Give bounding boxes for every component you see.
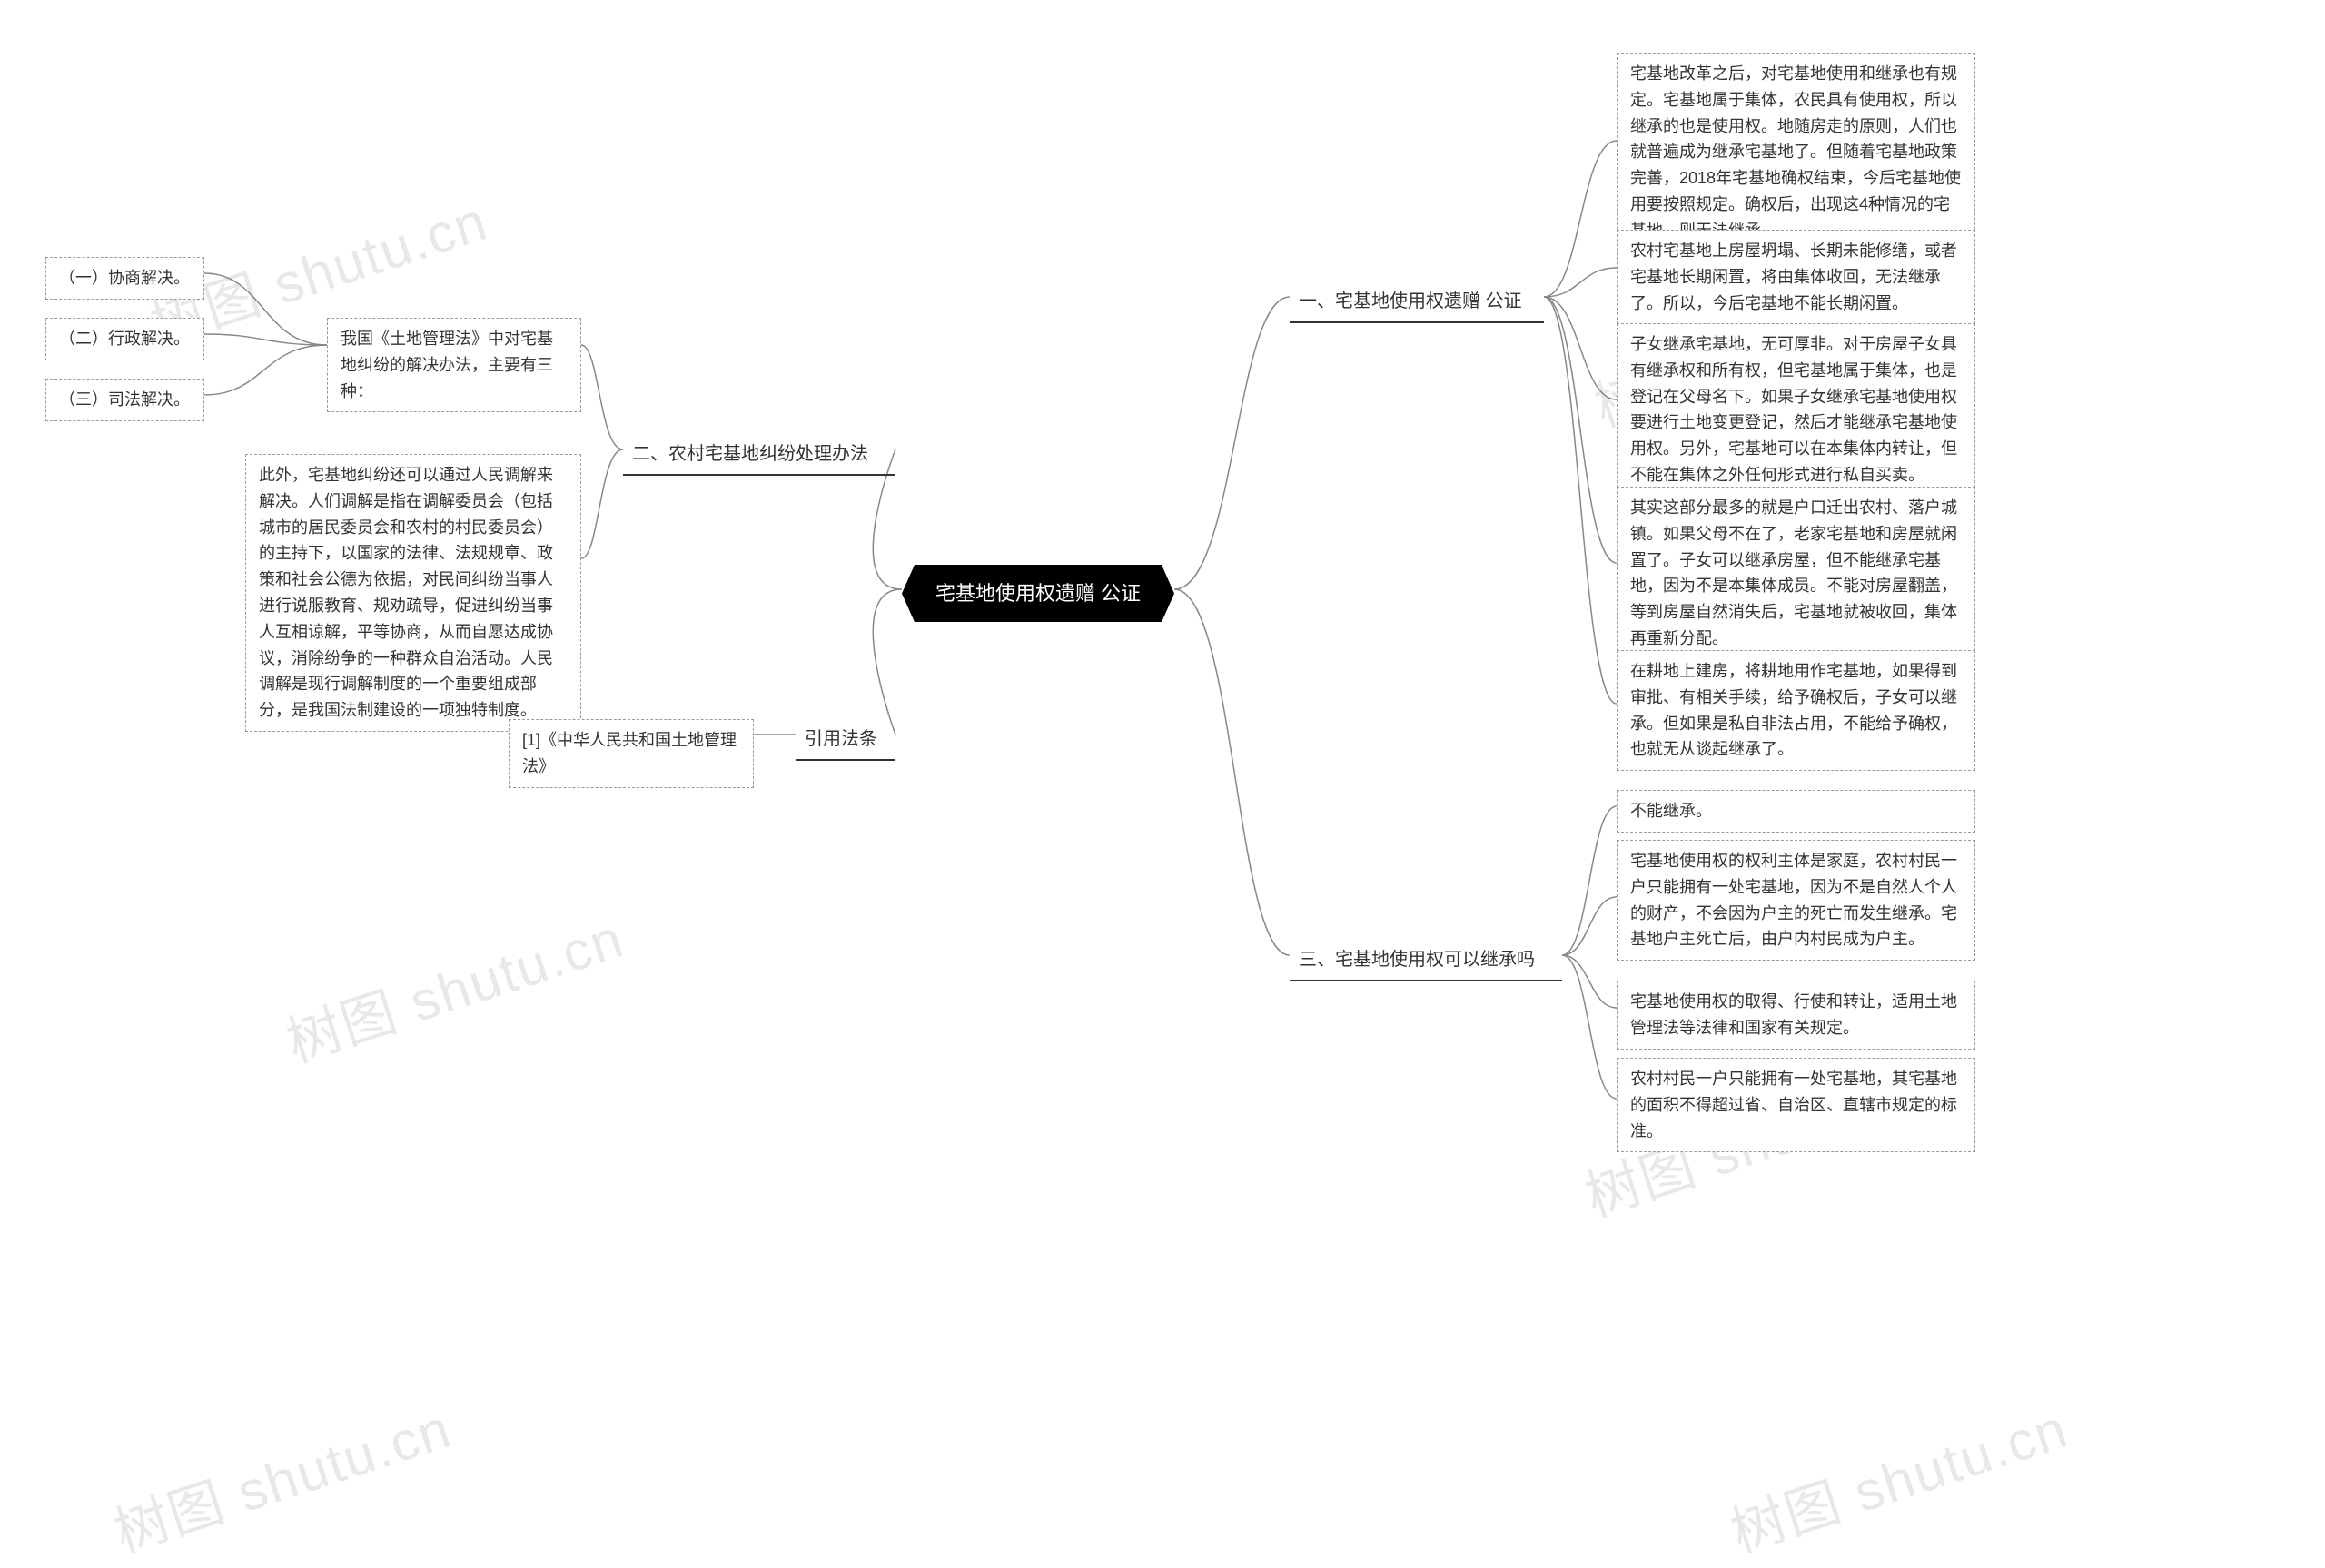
watermark: 树图 shutu.cn (103, 1385, 460, 1568)
leaf-b4-1: [1]《中华人民共和国土地管理法》 (509, 719, 754, 788)
leaf-b3-1: 不能继承。 (1617, 790, 1975, 833)
leaf-b1-2: 农村宅基地上房屋坍塌、长期未能修缮，或者宅基地长期闲置，将由集体收回，无法继承了… (1617, 230, 1975, 324)
branch-4: 引用法条 (796, 719, 895, 761)
branch-1: 一、宅基地使用权遗赠 公证 (1290, 281, 1544, 323)
leaf-b2c1-1: （一）协商解决。 (45, 257, 204, 300)
leaf-b3-3: 宅基地使用权的取得、行使和转让，适用土地管理法等法律和国家有关规定。 (1617, 981, 1975, 1050)
watermark: 树图 shutu.cn (1719, 1385, 2077, 1568)
leaf-b1-5: 在耕地上建房，将耕地用作宅基地，如果得到审批、有相关手续，给予确权后，子女可以继… (1617, 650, 1975, 771)
leaf-b1-3: 子女继承宅基地，无可厚非。对于房屋子女具有继承权和所有权，但宅基地属于集体，也是… (1617, 323, 1975, 497)
branch-3: 三、宅基地使用权可以继承吗 (1290, 940, 1562, 981)
leaf-b2c2: 此外，宅基地纠纷还可以通过人民调解来解决。人们调解是指在调解委员会（包括城市的居… (245, 454, 581, 732)
leaf-b3-2: 宅基地使用权的权利主体是家庭，农村村民一户只能拥有一处宅基地，因为不是自然人个人… (1617, 840, 1975, 961)
leaf-b2c1: 我国《土地管理法》中对宅基地纠纷的解决办法，主要有三种： (327, 318, 581, 412)
leaf-b3-4: 农村村民一户只能拥有一处宅基地，其宅基地的面积不得超过省、自治区、直辖市规定的标… (1617, 1058, 1975, 1152)
branch-2: 二、农村宅基地纠纷处理办法 (623, 434, 895, 476)
watermark: 树图 shutu.cn (275, 894, 633, 1078)
leaf-b1-4: 其实这部分最多的就是户口迁出农村、落户城镇。如果父母不在了，老家宅基地和房屋就闲… (1617, 487, 1975, 660)
leaf-b2c1-3: （三）司法解决。 (45, 379, 204, 421)
connector-lines (0, 0, 2325, 1515)
root-node: 宅基地使用权遗赠 公证 (902, 565, 1174, 622)
leaf-b1-1: 宅基地改革之后，对宅基地使用和继承也有规定。宅基地属于集体，农民具有使用权，所以… (1617, 53, 1975, 252)
leaf-b2c1-2: （二）行政解决。 (45, 318, 204, 360)
